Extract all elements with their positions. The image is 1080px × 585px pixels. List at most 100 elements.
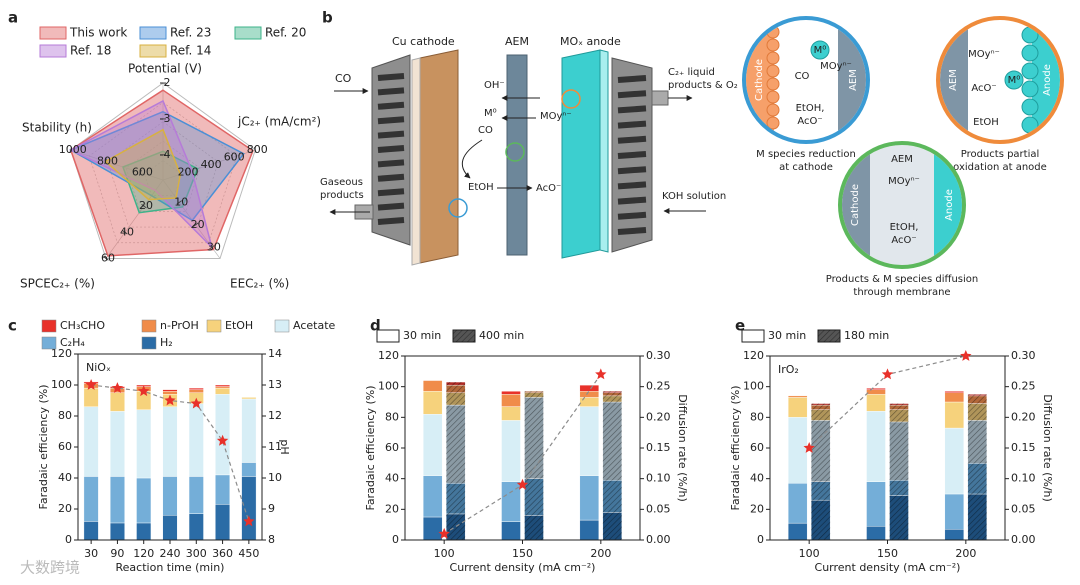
x-tick-label: 450 xyxy=(238,547,259,560)
bar-hatch xyxy=(446,483,466,514)
bar-hatch xyxy=(967,395,987,404)
legend-label: Ref. 23 xyxy=(170,26,211,40)
y2-tick-label: 8 xyxy=(268,533,275,546)
bar-segment xyxy=(579,406,600,476)
species: MOyⁿ⁻ xyxy=(540,111,572,122)
inset-caption: at cathode xyxy=(779,162,833,173)
legend-label: H₂ xyxy=(160,336,173,349)
bar-segment xyxy=(215,394,230,476)
y2-marker xyxy=(164,394,176,406)
radar-tick-label: 800 xyxy=(247,143,268,156)
bar-segment xyxy=(162,515,178,541)
bar-segment xyxy=(422,516,443,541)
bar-segment xyxy=(944,392,965,403)
species: OH⁻ xyxy=(484,80,505,91)
bar-segment xyxy=(422,475,443,518)
x-tick-label: 240 xyxy=(160,547,181,560)
species: AEM xyxy=(891,154,913,165)
stream-label: KOH solution xyxy=(662,191,726,202)
legend-label: 30 min xyxy=(403,329,441,342)
species: MOyⁿ⁻ xyxy=(968,49,1000,60)
inset-side: AEM xyxy=(948,69,959,91)
x-tick-label: 90 xyxy=(110,547,124,560)
radar-tick xyxy=(184,169,188,176)
particle xyxy=(766,64,780,78)
radar-grid xyxy=(70,82,256,259)
bar-segment xyxy=(422,391,443,415)
bar-hatch xyxy=(889,480,909,496)
y2-tick-label: 0.30 xyxy=(646,349,671,362)
cathode-front xyxy=(411,57,421,266)
bar-segment xyxy=(83,476,99,522)
bar-segment xyxy=(501,394,521,407)
y2-marker xyxy=(216,434,229,446)
x-axis-label: Current density (mA cm⁻²) xyxy=(815,561,961,574)
bar-segment xyxy=(787,417,808,484)
x-tick-label: 100 xyxy=(799,547,820,560)
y2-tick-label: 0.00 xyxy=(646,533,671,546)
legend-label: EtOH xyxy=(225,319,253,332)
bar-hatch xyxy=(524,391,544,393)
y2-marker xyxy=(881,368,894,380)
y2-tick-label: 0.20 xyxy=(646,410,671,423)
species: AcO⁻ xyxy=(891,235,916,246)
legend-label: n-PrOH xyxy=(160,319,199,332)
bar-hatch xyxy=(967,403,987,421)
arrow xyxy=(461,139,483,179)
slot xyxy=(617,196,647,205)
slot xyxy=(377,202,405,211)
bar-segment xyxy=(188,476,204,514)
cu-cathode xyxy=(419,49,459,264)
y2-tick-label: 0.15 xyxy=(1011,441,1036,454)
bar-segment xyxy=(866,526,886,541)
radar-grid xyxy=(144,160,182,197)
species: AcO⁻ xyxy=(971,83,996,94)
y2-tick-label: 0.10 xyxy=(1011,472,1036,485)
species: CO xyxy=(478,125,493,136)
particle xyxy=(766,90,780,104)
bar-hatch xyxy=(967,394,987,396)
x-tick-label: 120 xyxy=(133,547,154,560)
legend-swatch xyxy=(741,329,765,343)
y2-tick-label: 0.05 xyxy=(1011,502,1036,515)
slot xyxy=(377,87,405,96)
radar-area xyxy=(69,99,214,250)
bar-segment xyxy=(579,519,600,541)
y-tick-label: 100 xyxy=(743,380,764,393)
bar-segment xyxy=(787,397,808,418)
bar-segment xyxy=(215,386,230,389)
radar-tick-label: 400 xyxy=(201,158,222,171)
slot xyxy=(377,101,405,110)
radar-axis-label: SPCEC₂₊ (%) xyxy=(20,277,95,291)
bar-hatch xyxy=(811,481,831,501)
radar-tick-label: 1000 xyxy=(59,143,87,156)
y-tick-label: 60 xyxy=(58,440,72,453)
anode-layer xyxy=(561,49,601,259)
species: M⁰ xyxy=(814,45,827,56)
particle xyxy=(1021,44,1039,62)
bar-segment xyxy=(162,406,178,477)
legend-swatch xyxy=(274,319,290,333)
legend-swatch xyxy=(41,319,57,333)
bar-segment xyxy=(136,409,152,479)
inset-caption: Products & M species diffusion xyxy=(826,274,978,285)
y2-marker xyxy=(243,515,255,527)
bar-segment xyxy=(866,394,886,412)
inset-caption: Products partial xyxy=(961,149,1040,160)
y-tick-label: 120 xyxy=(743,349,764,362)
y-tick-label: 0 xyxy=(65,533,72,546)
bar-segment xyxy=(944,529,965,541)
particle xyxy=(766,38,780,52)
legend-label: 180 min xyxy=(844,329,889,342)
bar-segment xyxy=(109,392,125,412)
y2-tick-label: 11 xyxy=(268,440,282,453)
bar-segment xyxy=(579,391,600,398)
legend-swatch xyxy=(206,319,222,333)
species: EtOH, xyxy=(796,103,825,114)
legend-label: Ref. 20 xyxy=(265,26,306,40)
y2-marker xyxy=(85,379,97,390)
radar-area xyxy=(104,128,182,201)
y-tick-label: 0 xyxy=(392,533,399,546)
legend-label: C₂H₄ xyxy=(60,336,85,349)
